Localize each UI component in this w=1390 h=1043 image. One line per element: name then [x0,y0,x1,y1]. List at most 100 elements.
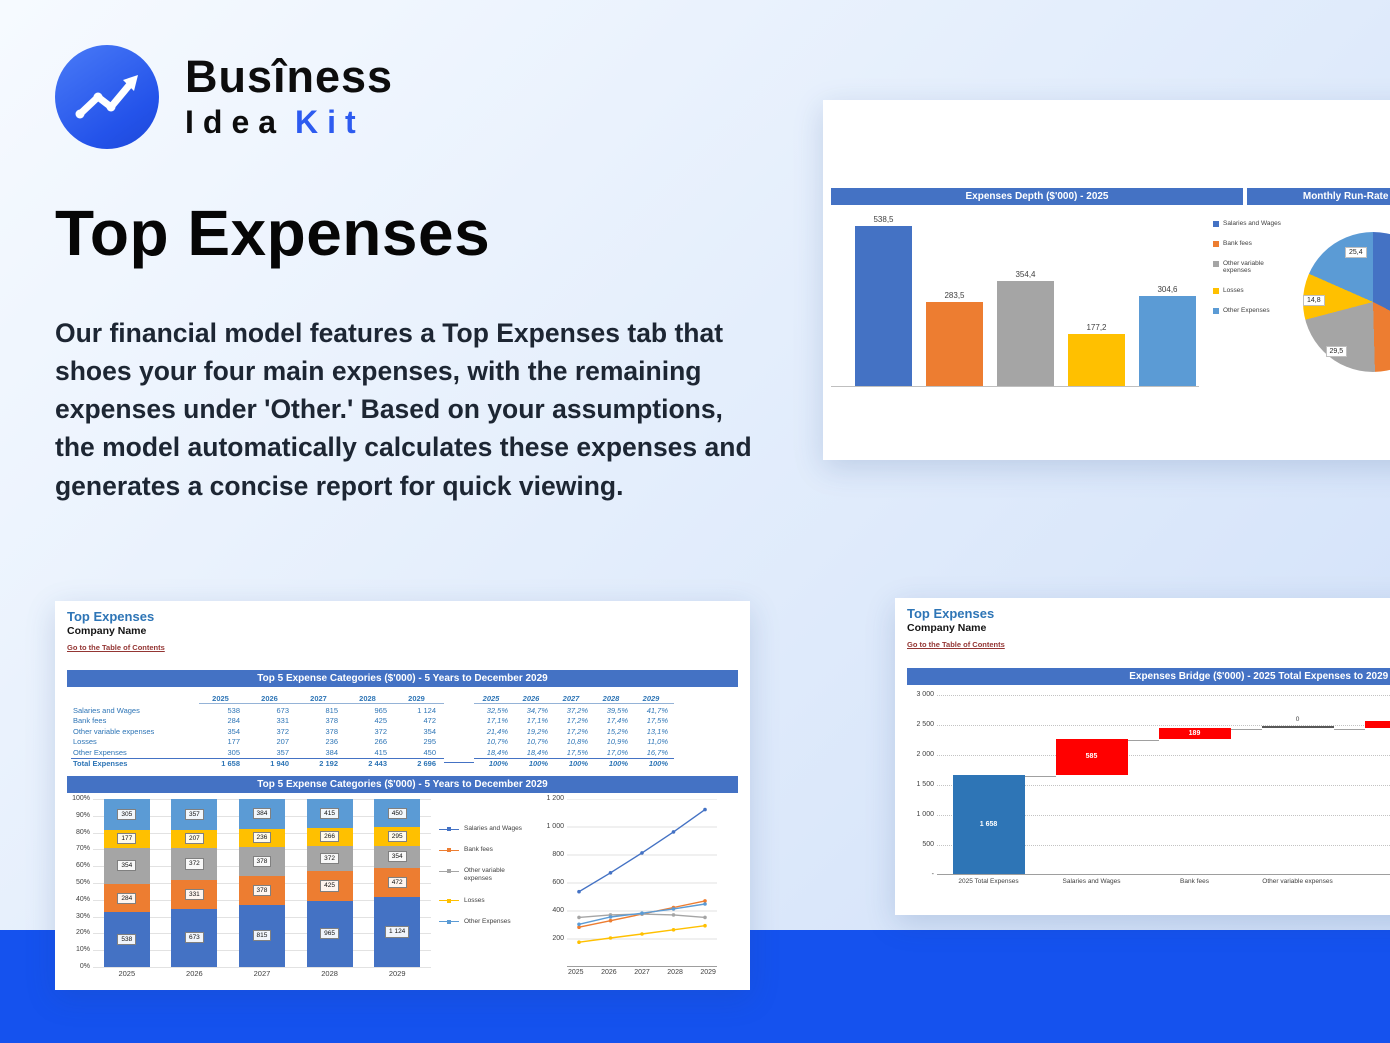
row-label: Bank fees [73,716,107,726]
y-tick: - [931,871,934,878]
brand-name-business: Busîness [185,51,394,103]
cell-value: 425 [374,716,387,726]
waterfall-bar: 1 658 [952,774,1025,874]
expenses-bridge-card: Top Expenses Company Name Go to the Tabl… [895,598,1390,915]
waterfall-bar-label: 585 [1085,753,1098,761]
bar-column: 177,2 [1068,323,1125,386]
segment-value-label: 207 [184,833,204,845]
y-tick: 70% [75,845,90,853]
year-header: 2029 [634,694,674,704]
cell-value: 1 940 [248,757,297,768]
table-row: Bank fees 284 331 378 425 472 17,1% 17,1% 17,2% 1… [71,716,738,727]
cell-value: 207 [276,737,289,747]
waterfall-bar-label: 1 658 [979,820,998,828]
bar-value-label: 354,4 [1015,269,1036,279]
report-charts: 100% 90% 80% 70% 60% 50% 40% 30% 20% 10% 0% 538 284 3… [67,795,738,978]
stack-segment: 378 [238,875,285,905]
stacked-bar: 965 425 372 266 415 [306,799,353,967]
cell-percent: 10,7% [486,737,508,747]
table-of-contents-link[interactable]: Go to the Table of Contents [67,643,165,652]
stack-segment: 295 [374,827,421,846]
table-of-contents-link[interactable]: Go to the Table of Contents [907,640,1005,649]
stack-segment: 305 [103,799,150,830]
stack-segment: 284 [103,883,150,913]
stack-segment: 425 [306,871,353,901]
legend-label: Losses [464,896,485,904]
table-row: Other Expenses 305 357 384 415 450 18,4% 18,4% 1… [71,747,738,758]
y-tick: 1 200 [546,795,564,802]
y-tick: 1 500 [916,781,934,788]
cell-value: 2 443 [346,757,395,768]
cell-percent: 17,5% [566,747,588,757]
cell-percent: 17,4% [606,716,628,726]
cell-percent: 100% [554,757,594,768]
cell-value: 378 [325,726,338,736]
cell-percent: 10,7% [526,737,548,747]
stack-segment: 372 [306,845,353,872]
top-expenses-report-card: Top Expenses Company Name Go to the Tabl… [55,601,750,990]
legend-item: Other variable expenses [1213,260,1293,276]
waterfall-zero-label: 0 [1295,716,1300,724]
cell-value: 2 192 [297,757,346,768]
segment-value-label: 331 [184,888,204,900]
brand-wordmark: Busîness Idea Kit [185,53,393,140]
table-header-bar: Top 5 Expense Categories ($'000) - 5 Yea… [67,670,738,687]
x-category-label: Bank fees [1180,878,1209,885]
stacked-bar: 815 378 378 236 384 [238,799,285,967]
cell-value: 1 124 [417,705,436,715]
cell-percent: 32,5% [486,705,508,715]
y-tick: 90% [75,811,90,819]
y-tick: 800 [552,851,564,858]
y-tick: 500 [922,841,934,848]
y-tick: 40% [75,895,90,903]
legend-label: Other Expenses [464,917,511,925]
bar [855,226,912,386]
cell-percent: 17,2% [566,716,588,726]
segment-value-label: 295 [387,830,407,842]
stacked-y-axis: 100% 90% 80% 70% 60% 50% 40% 30% 20% 10% 0% [67,795,93,970]
segment-value-label: 305 [117,808,137,820]
waterfall-bar: 585 [1055,739,1128,775]
year-header: 2025 [199,694,248,704]
legend-item: Other Expenses [1213,307,1293,315]
cell-percent: 100% [514,757,554,768]
stacked-bar-chart: 100% 90% 80% 70% 60% 50% 40% 30% 20% 10% 0% 538 284 3… [67,795,431,978]
cell-percent: 17,2% [566,726,588,736]
cell-value: 354 [423,726,436,736]
cell-percent: 11,0% [647,737,668,747]
segment-value-label: 266 [320,831,339,843]
sheet-head: Top Expenses Company Name Go to the Tabl… [67,609,738,655]
y-tick: 80% [75,828,90,836]
legend-line-marker-icon [439,918,459,926]
cell-value: 384 [325,747,338,757]
stack-segment: 450 [374,799,421,828]
brand-name-ideakit: Idea Kit [185,104,393,141]
legend-label: Bank fees [1223,239,1252,247]
page-description: Our financial model features a Top Expen… [55,318,752,501]
cell-percent: 15,2% [606,726,628,736]
cell-value: 295 [423,737,436,747]
stack-segment: 538 [103,912,150,967]
cell-percent: 21,4% [486,726,508,736]
legend-line-marker-icon [439,825,459,833]
report-chart-legend: Salaries and Wages Bank fees Other variabl… [439,825,533,978]
legend-item: Losses [439,897,533,905]
legend-label: Other variable expenses [464,867,505,883]
x-tick: 2029 [388,969,406,978]
legend-label: Salaries and Wages [464,825,522,832]
waterfall-connector [1333,729,1365,731]
waterfall-connector [1024,775,1056,777]
segment-value-label: 177 [117,833,137,845]
cell-percent: 41,7% [646,705,668,715]
cell-value: 372 [374,726,387,736]
y-tick: 20% [75,929,90,937]
stacked-bar: 673 331 372 207 357 [171,799,218,967]
line-y-axis: 1 200 1 000 800 600 400 200 [537,795,567,967]
legend-item: Bank fees [1213,240,1293,248]
expense-table: 2025 2026 2027 2028 2029 2025 2026 2027 2028 2029… [67,692,738,768]
y-tick: 10% [75,946,90,954]
y-tick: 1 000 [546,823,564,830]
legend-swatch-icon [1213,260,1219,267]
sheet-title: Top Expenses [67,609,155,624]
bar-column: 283,5 [926,291,983,386]
